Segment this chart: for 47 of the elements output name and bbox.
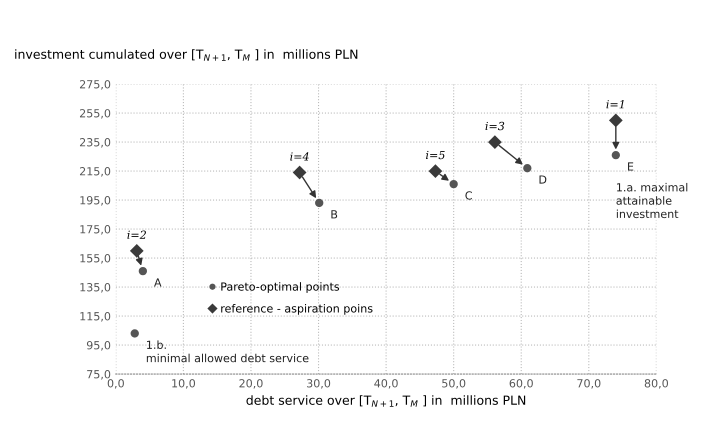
annotation: i=5 [426,150,445,160]
y-tick-label: 75,0 [87,370,110,380]
x-tick-label: 60,0 [510,379,533,389]
point [612,150,620,160]
legend-label: Pareto-optimal points [221,282,340,293]
x-tick-label: 40,0 [374,379,398,389]
x-axis-title: debt service over [T$_{N+1}$, T$_{M}$ ] in millions PLN [246,395,526,407]
x-tick-label: 10,0 [172,379,196,389]
y-tick-label: 135,0 [80,283,110,293]
point [450,180,458,188]
point [523,164,532,172]
point [428,164,442,178]
annotation: B [331,210,338,218]
x-tick-label: 70,0 [577,379,600,389]
point [130,244,144,258]
point [609,114,622,127]
y-tick-label: 155,0 [80,254,110,264]
y-tick-label: 255,0 [80,109,110,119]
x-tick-label: 50,0 [442,379,466,389]
x-tick-label: 0,0 [108,379,124,389]
annotation: E [628,162,634,171]
y-axis-title: investment cumulated over [T$_{N+1}$, T$_{M}$ ] in millions PLN [15,49,358,61]
x-tick-label: 80,0 [644,379,668,389]
y-tick-label: 275,0 [80,80,110,90]
point [315,198,324,208]
annotation: A [154,278,162,287]
y-tick-label: 115,0 [80,312,110,322]
point [130,329,139,338]
y-tick-label: 235,0 [80,138,110,148]
annotation: i=4 [290,152,309,160]
y-tick-label: 175,0 [80,225,110,235]
annotation: 1.b. minimal allowed debt service [146,340,308,362]
y-tick-label: 95,0 [86,341,110,351]
point [293,166,306,180]
x-tick-label: 20,0 [239,379,263,389]
x-tick-label: 30,0 [307,379,330,389]
annotation: 1.a. maximal attainable investment [616,182,688,218]
legend-label: reference - aspiration poins [221,304,373,315]
point [138,266,148,276]
y-tick-label: 215,0 [80,167,110,177]
point [488,136,502,149]
annotation: C [465,191,472,200]
annotation: i=3 [485,122,504,130]
annotation: i=1 [606,100,624,108]
annotation: D [540,175,546,184]
y-tick-label: 195,0 [80,196,110,206]
annotation: i=2 [127,230,146,239]
